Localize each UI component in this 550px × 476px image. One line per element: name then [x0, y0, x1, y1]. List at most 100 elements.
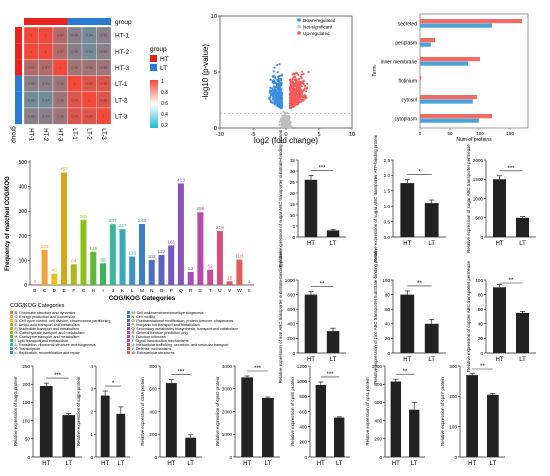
- bar-y-tick-label: 100: [475, 278, 483, 283]
- cog-legend-label: H: Coenzyme transport and metabolism: [15, 335, 80, 339]
- volcano-point-up: [299, 96, 302, 99]
- heatmap-cell-value: 0.95: [28, 82, 35, 86]
- cog-bar-value: 84: [71, 258, 77, 264]
- volcano-point-nonsig: [282, 119, 285, 122]
- bar-y-tick-label: 0: [387, 351, 390, 356]
- bar: [487, 394, 499, 457]
- bar-y-tick-label: 1200: [297, 364, 308, 369]
- heatmap-row-label: LT-1: [115, 81, 128, 88]
- cog-legend-swatch: [10, 315, 13, 318]
- heatmap-cell-value: 0.95: [28, 115, 35, 119]
- bar-y-tick-label: 0: [379, 455, 382, 460]
- cog-x-tick-label: J: [112, 288, 115, 294]
- heatmap-cell-value: 0.97: [42, 66, 49, 70]
- group-legend-swatch: [150, 64, 157, 71]
- volcano-legend-marker: [297, 31, 301, 35]
- cog-legend-swatch: [10, 327, 13, 330]
- cog-x-tick-label: R: [189, 288, 193, 294]
- heatmap-scale-tick: 0.8: [161, 90, 168, 96]
- bar: [334, 417, 345, 457]
- heatmap-cell-value: 0.96: [86, 66, 93, 70]
- cog-bar-value: 15: [227, 275, 233, 281]
- heatmap-cell: [96, 107, 112, 125]
- cog-bar-value: 413: [177, 177, 185, 183]
- cog-bar-value: 88: [100, 257, 106, 263]
- volcano-x-tick-label: -5: [251, 132, 256, 138]
- row-group-label: group: [10, 126, 17, 143]
- bar-y-tick-label: 200: [449, 394, 457, 399]
- volcano-legend-marker: [297, 24, 301, 29]
- volcano-point-down: [271, 87, 274, 90]
- cog-bar: [100, 263, 106, 285]
- cog-bar-value: 296: [196, 206, 204, 212]
- go-category-label: secreted: [398, 22, 417, 28]
- cog-legend-swatch: [127, 351, 130, 354]
- significance-label: ***: [326, 372, 334, 378]
- volcano-point-down: [275, 82, 278, 85]
- volcano-point-down: [269, 86, 272, 89]
- bar-x-tick-label: LT: [187, 461, 194, 467]
- group-legend-title: group: [150, 46, 167, 53]
- cog-y-label: Frequency of matched COG/KOG: [5, 176, 11, 271]
- bar-x-tick-label: HT: [403, 241, 411, 247]
- bar-x-tick-label: HT: [243, 461, 251, 467]
- bar-y-tick-label: 1: [90, 432, 93, 437]
- bar-y-tick-label: 0: [480, 351, 483, 356]
- go-bar: [420, 95, 477, 100]
- cog-bar: [187, 272, 194, 285]
- cog-y-tick-label: 100: [19, 258, 28, 264]
- bar-y-tick-label: 200: [287, 336, 295, 341]
- volcano-point-up: [297, 85, 300, 88]
- cog-bar: [158, 255, 165, 285]
- go-bar: [420, 80, 421, 85]
- bar-y-tick-label: 5: [292, 224, 295, 229]
- cog-legend-swatch: [10, 331, 13, 334]
- heatmap-cell-value: 0.97: [28, 66, 35, 70]
- bar-y-tick-label: 0: [292, 351, 295, 356]
- go-category-label: cytoplasm: [394, 117, 417, 123]
- volcano-point-up: [294, 76, 297, 79]
- bar-y-tick-label: 60: [478, 307, 484, 312]
- bar: [241, 377, 253, 457]
- heatmap-row-label: HT-2: [115, 49, 129, 56]
- cog-bar: [119, 229, 126, 285]
- volcano-point-up: [300, 73, 303, 76]
- volcano-point-down: [276, 96, 279, 99]
- volcano-point-down: [276, 93, 279, 96]
- cog-legend-swatch: [10, 311, 13, 314]
- bar-y-tick-label: 1000: [285, 278, 296, 283]
- heatmap-row-label: LT-3: [115, 114, 128, 121]
- volcano-point-nonsig: [288, 121, 291, 124]
- cog-bar: [80, 219, 87, 285]
- bar-y-tick-label: 150: [22, 400, 30, 405]
- volcano-point-nonsig: [288, 116, 291, 120]
- col-group-cell: [53, 18, 68, 25]
- heatmap-cell-value: 1: [88, 98, 90, 102]
- cog-x-tick-label: T: [209, 288, 212, 294]
- cog-y-tick-label: 0: [24, 283, 27, 289]
- bar-y-label: Relative expression of sagH protein: [76, 376, 81, 446]
- cog-bar-value: 116: [128, 251, 136, 257]
- cog-legend-swatch: [10, 335, 13, 338]
- go-x-label: Num of proteins: [456, 137, 492, 143]
- volcano-point-up: [300, 92, 303, 95]
- heatmap-cell-value: 0.99: [71, 98, 78, 102]
- cog-x-tick-label: P: [170, 288, 173, 294]
- volcano-point-down: [274, 97, 277, 100]
- volcano-point-up: [291, 91, 294, 94]
- cog-bar: [148, 259, 155, 285]
- cog-bar: [109, 224, 116, 285]
- volcano-point-down: [275, 88, 278, 91]
- heatmap-cell-value: 1: [45, 50, 47, 54]
- volcano-point-down: [269, 89, 272, 92]
- row-group-cell: [15, 59, 22, 76]
- volcano-point-up: [295, 85, 298, 88]
- go-x-tick-label: 50: [447, 131, 453, 136]
- bar-y-tick-label: 3: [90, 387, 93, 392]
- cog-legend-label: U: Intracellular trafficking, secretion,…: [132, 343, 229, 347]
- bar-y-tick-label: 0: [90, 455, 93, 460]
- bar-x-tick-label: HT: [468, 461, 476, 467]
- bar-y-tick-label: 400: [299, 424, 307, 429]
- cog-x-tick-label: F: [72, 288, 75, 294]
- cog-legend-label: T: Signal transduction mechanisms: [132, 339, 189, 343]
